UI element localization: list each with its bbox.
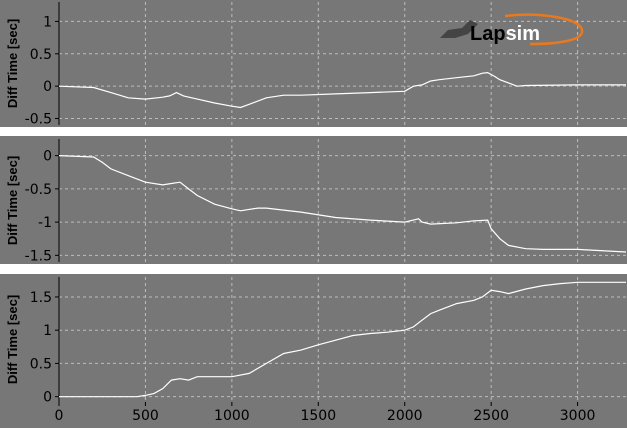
y-tick-label: -1: [38, 215, 52, 231]
logo-checker-flag: [440, 20, 478, 38]
y-axis-label: Diff Time [sec]: [5, 295, 20, 384]
y-tick-label: 1.5: [30, 290, 52, 306]
x-tick-label: 2500: [473, 408, 509, 424]
y-tick-label: -0.5: [25, 182, 52, 198]
y-tick-label: 1: [43, 323, 52, 339]
series-line-3: [59, 281, 626, 398]
x-tick-label: 1500: [300, 408, 336, 424]
x-tick-label: 2000: [387, 408, 423, 424]
panel-3: 0 0.5 1 1.5 Diff Time [sec] 0 500 1000 1500 2000 2…: [5, 277, 626, 424]
y-tick-label: -1.5: [25, 248, 52, 264]
y-tick-label: 0.5: [30, 356, 52, 372]
y-tick-label: 0.5: [30, 47, 52, 63]
panel-separator-2: [0, 264, 627, 274]
panel-separator-1: [0, 127, 627, 136]
panel-2: -1.5 -1 -0.5 0 Diff Time [sec]: [5, 139, 627, 264]
panel-1: -0.5 0 0.5 1 Diff Time [sec]: [5, 2, 626, 128]
x-tick-label: 500: [132, 408, 159, 424]
lapsim-logo: Lapsim: [440, 13, 584, 46]
y-tick-label: 1: [43, 14, 52, 30]
y-tick-label: -0.5: [25, 112, 52, 128]
x-tick-label: 1000: [214, 408, 250, 424]
logo-text: Lapsim: [470, 23, 540, 45]
x-tick-label: 0: [55, 408, 64, 424]
series-line-1: [58, 71, 626, 109]
y-tick-label: 0: [43, 390, 52, 406]
series-line-2: [58, 155, 627, 253]
y-axis-label: Diff Time [sec]: [5, 19, 20, 108]
y-tick-label: 0: [43, 149, 52, 165]
y-tick-label: 0: [43, 79, 52, 95]
y-axis-label: Diff Time [sec]: [5, 156, 20, 245]
x-tick-label: 3000: [560, 408, 596, 424]
logo-swoosh: [504, 13, 584, 46]
